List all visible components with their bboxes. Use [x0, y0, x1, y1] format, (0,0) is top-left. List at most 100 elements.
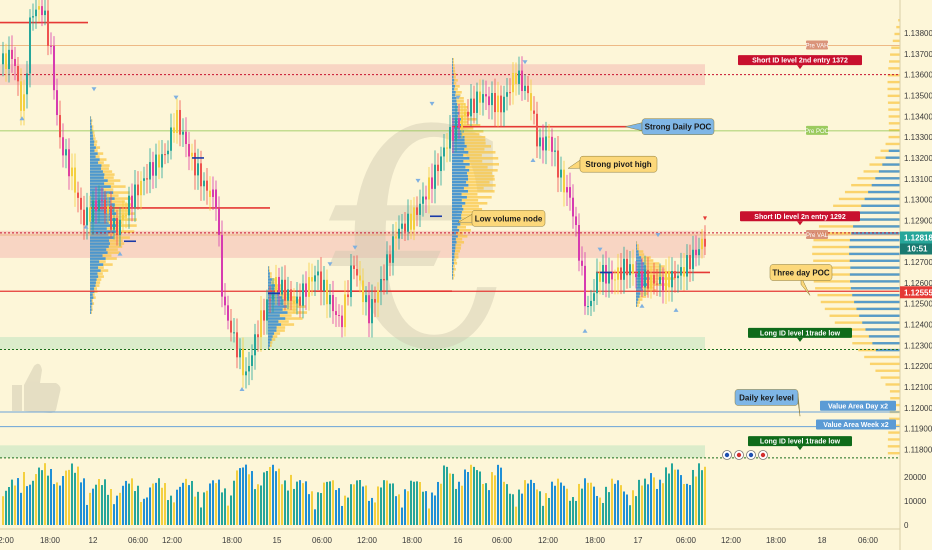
volume-bar — [551, 481, 553, 525]
candle-body — [491, 92, 493, 106]
volume-bar — [368, 500, 370, 525]
candle-body — [236, 332, 238, 358]
candle-body — [188, 144, 190, 157]
volume-bar — [116, 495, 118, 525]
y-tick-label: 1.12700 — [904, 258, 932, 267]
profile-bar-blue — [452, 231, 457, 235]
profile-bar-orange — [452, 237, 463, 241]
profile-bar-blue — [452, 150, 469, 154]
session-bar-orange — [891, 46, 900, 49]
candle-body — [422, 196, 424, 204]
volume-bar — [266, 470, 268, 525]
candle-body — [311, 277, 313, 282]
candle-body — [680, 267, 682, 276]
event-icon-dot — [736, 452, 742, 458]
volume-bar — [8, 486, 10, 525]
y-tick-label: 1.11800 — [904, 446, 932, 455]
volume-bar — [20, 492, 22, 525]
profile-bar-blue — [90, 170, 103, 173]
volume-bar — [350, 484, 352, 525]
pivot-triangle — [530, 157, 536, 162]
candle-body — [341, 315, 343, 328]
pivot-triangle — [239, 387, 245, 392]
volume-bar — [548, 497, 550, 525]
profile-bar-blue — [268, 314, 280, 317]
profile-bar-orange — [452, 234, 468, 238]
candle-body — [359, 275, 361, 281]
pre-level-label-box — [806, 230, 828, 239]
profile-bar-blue — [90, 299, 92, 302]
volume-bar — [179, 486, 181, 525]
volume-bar — [308, 494, 310, 525]
volume-bar — [137, 485, 139, 525]
profile-bar-blue — [90, 167, 102, 170]
profile-bar-blue — [268, 311, 288, 314]
session-bar-blue — [854, 300, 900, 304]
volume-bar — [650, 473, 652, 525]
candle-body — [650, 275, 652, 289]
profile-bar-blue — [452, 192, 462, 196]
candle-body — [308, 277, 310, 297]
pivot-triangle — [597, 247, 603, 252]
volume-bar — [626, 494, 628, 525]
candle-body — [590, 300, 592, 307]
volume-bar — [143, 498, 145, 525]
candle-body — [116, 218, 118, 235]
candle-body — [398, 228, 400, 239]
session-bar-orange — [888, 128, 900, 132]
candle-body — [578, 225, 580, 261]
volume-bar — [674, 469, 676, 525]
profile-bar-orange — [452, 63, 455, 67]
candle-body — [38, 6, 40, 10]
candle-body — [563, 169, 565, 193]
candle-body — [542, 137, 544, 151]
candle-body — [419, 203, 421, 215]
session-bar-blue — [868, 335, 900, 338]
profile-bar-blue — [452, 198, 462, 202]
volume-bar — [50, 468, 52, 525]
candle-body — [482, 94, 484, 103]
volume-bar — [299, 480, 301, 525]
profile-bar-blue — [636, 265, 647, 268]
x-tick-label: 12:00 — [357, 536, 378, 545]
candle-body — [239, 348, 241, 358]
candle-body — [290, 289, 292, 301]
candle-body — [281, 279, 283, 295]
y-tick-label: 1.13500 — [904, 91, 932, 100]
pivot-triangle — [173, 95, 179, 100]
volume-bar — [404, 489, 406, 525]
candle-body — [191, 152, 193, 157]
volume-bar — [413, 481, 415, 525]
volume-bar — [185, 478, 187, 525]
callout: Three day POC — [769, 264, 833, 296]
x-tick-label: 18:00 — [402, 536, 423, 545]
profile-bar-blue — [90, 275, 99, 278]
candle-body — [671, 271, 673, 288]
candle-body — [467, 111, 469, 117]
volume-bar — [188, 485, 190, 525]
candle-body — [485, 94, 487, 97]
profile-bar-blue — [452, 249, 455, 253]
volume-bar — [593, 486, 595, 525]
session-bar-blue — [855, 218, 900, 221]
profile-bar-orange — [636, 241, 638, 244]
candle-body — [533, 110, 535, 114]
volume-bar — [353, 484, 355, 525]
profile-bar-blue — [90, 305, 92, 308]
thumb-cuff — [12, 385, 22, 411]
profile-bar-blue — [268, 266, 269, 269]
candle-body — [629, 264, 631, 276]
profile-bar-blue — [636, 262, 645, 265]
volume-bar — [440, 483, 442, 525]
candle-body — [263, 310, 265, 321]
volume-bar — [398, 494, 400, 525]
candle-body — [512, 72, 514, 93]
candle-body — [209, 190, 211, 197]
profile-bar-orange — [452, 228, 471, 232]
profile-bar-blue — [636, 247, 638, 250]
volume-bar — [377, 486, 379, 525]
profile-bar-orange — [452, 57, 454, 61]
countdown-label: 10:51 — [907, 244, 928, 253]
profile-bar-orange — [636, 244, 639, 247]
